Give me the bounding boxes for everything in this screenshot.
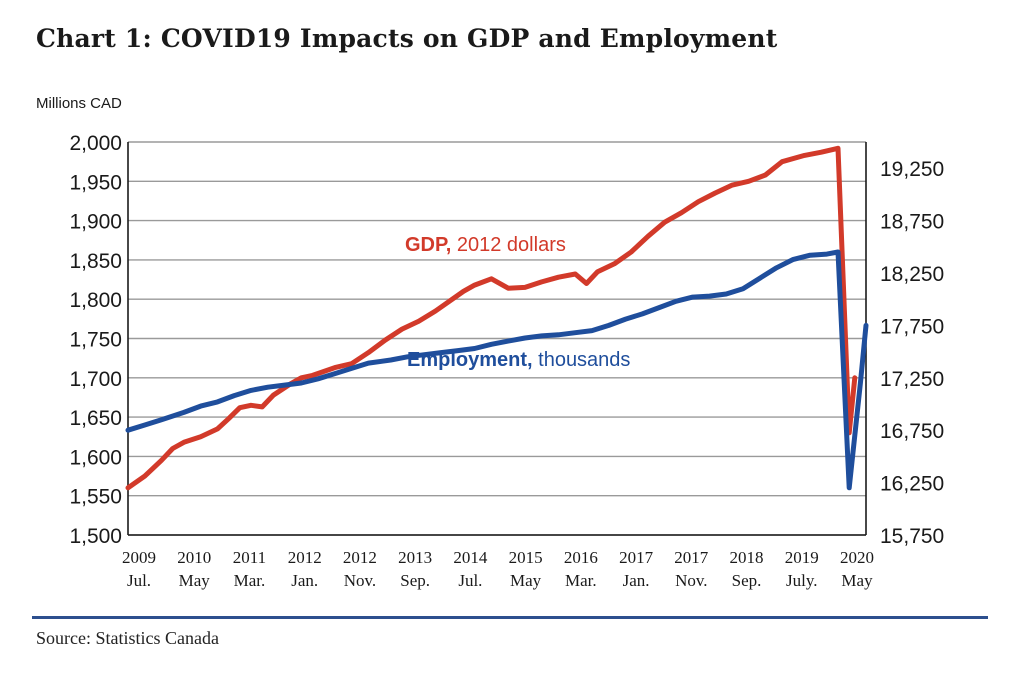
x-tick-month: Jan. [291, 571, 318, 590]
left-tick-label: 1,750 [69, 329, 122, 352]
x-tick-year: 2012 [343, 548, 377, 567]
x-tick-year: 2016 [564, 548, 598, 567]
x-tick-month: Jan. [623, 571, 650, 590]
left-tick-label: 1,700 [69, 368, 122, 391]
x-tick-year: 2020 [840, 548, 874, 567]
x-tick-year: 2014 [453, 548, 488, 567]
x-tick-year: 2017 [674, 548, 709, 567]
gdp-series-line [125, 145, 858, 491]
x-tick-month: May [841, 571, 873, 590]
left-tick-label: 1,800 [69, 289, 122, 312]
x-tick-year: 2012 [288, 548, 322, 567]
x-tick-month: Jul. [458, 571, 482, 590]
tick-labels: 2,000 1,950 1,900 1,850 1,800 1,750 1,700 1,650… [69, 132, 944, 590]
x-tick-month: Mar. [565, 571, 597, 590]
series-lines [125, 145, 869, 491]
gdp-series-label: GDP, 2012 dollars [405, 234, 566, 256]
gridlines [128, 141, 866, 536]
series-labels: GDP, 2012 dollars Employment, thousands [405, 234, 630, 371]
x-tick-month: Mar. [234, 571, 266, 590]
x-tick-month: Nov. [675, 571, 707, 590]
left-axis-unit-label: Millions CAD [36, 95, 122, 112]
left-tick-label: 1,600 [69, 446, 122, 469]
left-tick-label: 2,000 [69, 132, 122, 155]
right-tick-label: 16,750 [880, 420, 944, 443]
left-tick-label: 1,650 [69, 407, 122, 430]
left-tick-label: 1,500 [69, 525, 122, 548]
chart-title: Chart 1: COVID19 Impacts on GDP and Empl… [36, 24, 778, 53]
employment-series-label: Employment, thousands [407, 349, 630, 371]
x-tick-month: Sep. [732, 571, 762, 590]
right-tick-label: 17,250 [880, 368, 944, 391]
x-tick-month: May [179, 571, 211, 590]
x-tick-year: 2010 [177, 548, 211, 567]
x-tick-year: 2013 [398, 548, 432, 567]
right-tick-label: 17,750 [880, 315, 944, 338]
x-tick-month: Sep. [400, 571, 430, 590]
x-tick-year: 2015 [509, 548, 543, 567]
x-tick-month: Jul. [127, 571, 151, 590]
x-tick-year: 2017 [619, 548, 654, 567]
left-tick-label: 1,850 [69, 250, 122, 273]
x-tick-year: 2011 [233, 548, 266, 567]
x-tick-month: July. [786, 571, 818, 590]
right-tick-label: 18,250 [880, 263, 944, 286]
x-tick-year: 2009 [122, 548, 156, 567]
source-note: Source: Statistics Canada [36, 628, 219, 648]
source-divider [32, 616, 988, 619]
right-tick-label: 18,750 [880, 211, 944, 234]
left-tick-label: 1,550 [69, 486, 122, 509]
x-tick-month: Nov. [344, 571, 376, 590]
x-tick-month: May [510, 571, 542, 590]
right-tick-label: 16,250 [880, 473, 944, 496]
x-tick-year: 2018 [730, 548, 764, 567]
right-tick-label: 15,750 [880, 525, 944, 548]
left-tick-label: 1,950 [69, 171, 122, 194]
left-tick-label: 1,900 [69, 211, 122, 234]
line-chart: 2,000 1,950 1,900 1,850 1,800 1,750 1,700 1,650… [36, 95, 944, 590]
right-tick-label: 19,250 [880, 158, 944, 181]
employment-series-line [125, 249, 869, 491]
x-tick-year: 2019 [785, 548, 819, 567]
